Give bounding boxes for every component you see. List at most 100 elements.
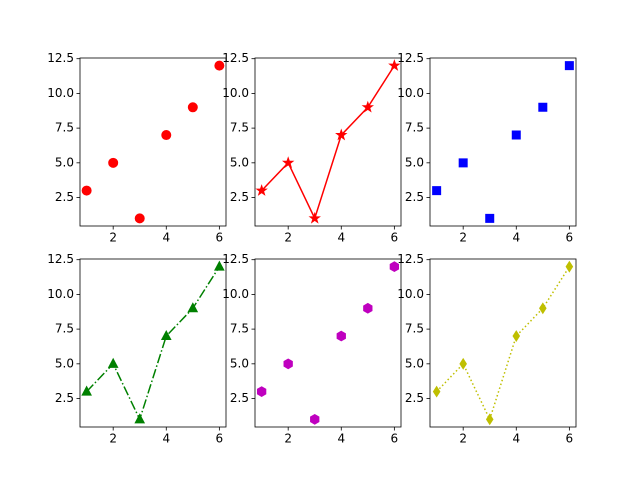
axes-background (430, 259, 576, 427)
marker (361, 100, 375, 113)
x-tick-label: 6 (216, 231, 224, 245)
axes-background (80, 58, 226, 226)
line (261, 65, 395, 221)
marker (108, 157, 119, 168)
marker (214, 260, 225, 271)
x-tick-label: 4 (162, 231, 170, 245)
y-tick-label: 2.5 (405, 391, 424, 405)
marker (281, 156, 295, 169)
axes-frame (429, 57, 577, 227)
marker (107, 357, 119, 368)
x-tick-label: 6 (566, 432, 574, 446)
y-tick-label: 7.5 (55, 121, 74, 135)
x-tick-label: 6 (391, 231, 399, 245)
x-tick-label: 4 (337, 432, 345, 446)
y-tick-label: 10.0 (222, 287, 249, 301)
marker (363, 302, 373, 314)
line (86, 266, 220, 422)
axes-frame (254, 57, 402, 227)
marker (335, 128, 348, 141)
x-tick-label: 2 (459, 231, 467, 245)
y-tick-label: 12.5 (397, 252, 424, 266)
x-tick-label: 6 (216, 432, 224, 446)
x-tick-label: 2 (109, 432, 117, 446)
axes-background (430, 58, 576, 226)
marker (81, 185, 92, 196)
y-tick-label: 5.0 (55, 155, 74, 169)
y-tick-label: 7.5 (230, 322, 249, 336)
marker (187, 302, 199, 313)
marker (485, 213, 495, 223)
marker (214, 60, 225, 71)
marker (538, 102, 548, 112)
marker (511, 130, 521, 140)
y-tick-label: 10.0 (397, 86, 424, 100)
y-tick-label: 10.0 (397, 287, 424, 301)
marker (388, 59, 401, 71)
marker (134, 213, 145, 224)
y-tick-label: 5.0 (230, 356, 249, 370)
line (436, 266, 570, 422)
axes-frame (254, 258, 402, 428)
y-tick-label: 2.5 (230, 190, 249, 204)
y-tick-label: 5.0 (230, 155, 249, 169)
marker (256, 386, 267, 397)
marker (564, 61, 574, 71)
marker (512, 330, 521, 342)
marker (255, 184, 268, 196)
y-tick-label: 7.5 (55, 322, 74, 336)
y-tick-label: 5.0 (405, 155, 424, 169)
marker (161, 130, 172, 141)
marker (283, 358, 293, 370)
y-tick-label: 10.0 (47, 287, 74, 301)
x-tick-label: 4 (512, 432, 520, 446)
marker (187, 102, 198, 113)
marker (336, 330, 346, 342)
x-tick-label: 4 (337, 231, 345, 245)
axes-background (255, 58, 401, 226)
marker (81, 385, 92, 396)
marker (539, 302, 547, 315)
x-tick-label: 6 (566, 231, 574, 245)
marker (485, 413, 494, 426)
marker (565, 260, 574, 273)
y-tick-label: 7.5 (230, 121, 249, 135)
y-tick-label: 5.0 (55, 356, 74, 370)
axes-frame (79, 57, 227, 227)
marker (160, 329, 172, 341)
y-tick-label: 12.5 (47, 51, 74, 65)
x-tick-label: 2 (284, 231, 292, 245)
marker (459, 357, 467, 370)
y-tick-label: 2.5 (55, 391, 74, 405)
y-tick-label: 12.5 (47, 252, 74, 266)
marker (310, 413, 320, 425)
x-tick-label: 4 (162, 432, 170, 446)
y-tick-label: 12.5 (222, 252, 249, 266)
y-tick-label: 12.5 (222, 51, 249, 65)
y-tick-label: 7.5 (405, 322, 424, 336)
x-tick-label: 6 (391, 432, 399, 446)
y-tick-label: 7.5 (405, 121, 424, 135)
axes-background (80, 259, 226, 427)
y-tick-label: 12.5 (397, 51, 424, 65)
marker (458, 158, 468, 168)
axes-background (255, 259, 401, 427)
marker (389, 261, 400, 273)
x-tick-label: 2 (284, 432, 292, 446)
axes-frame (429, 258, 577, 428)
y-tick-label: 2.5 (405, 190, 424, 204)
y-tick-label: 2.5 (55, 190, 74, 204)
x-tick-label: 2 (459, 432, 467, 446)
marker (308, 211, 321, 224)
y-tick-label: 10.0 (222, 86, 249, 100)
y-tick-label: 2.5 (230, 391, 249, 405)
x-tick-label: 4 (512, 231, 520, 245)
marker (432, 186, 442, 196)
axes-frame (79, 258, 227, 428)
y-tick-label: 5.0 (405, 356, 424, 370)
y-tick-label: 10.0 (47, 86, 74, 100)
x-tick-label: 2 (109, 231, 117, 245)
marker (432, 385, 441, 398)
